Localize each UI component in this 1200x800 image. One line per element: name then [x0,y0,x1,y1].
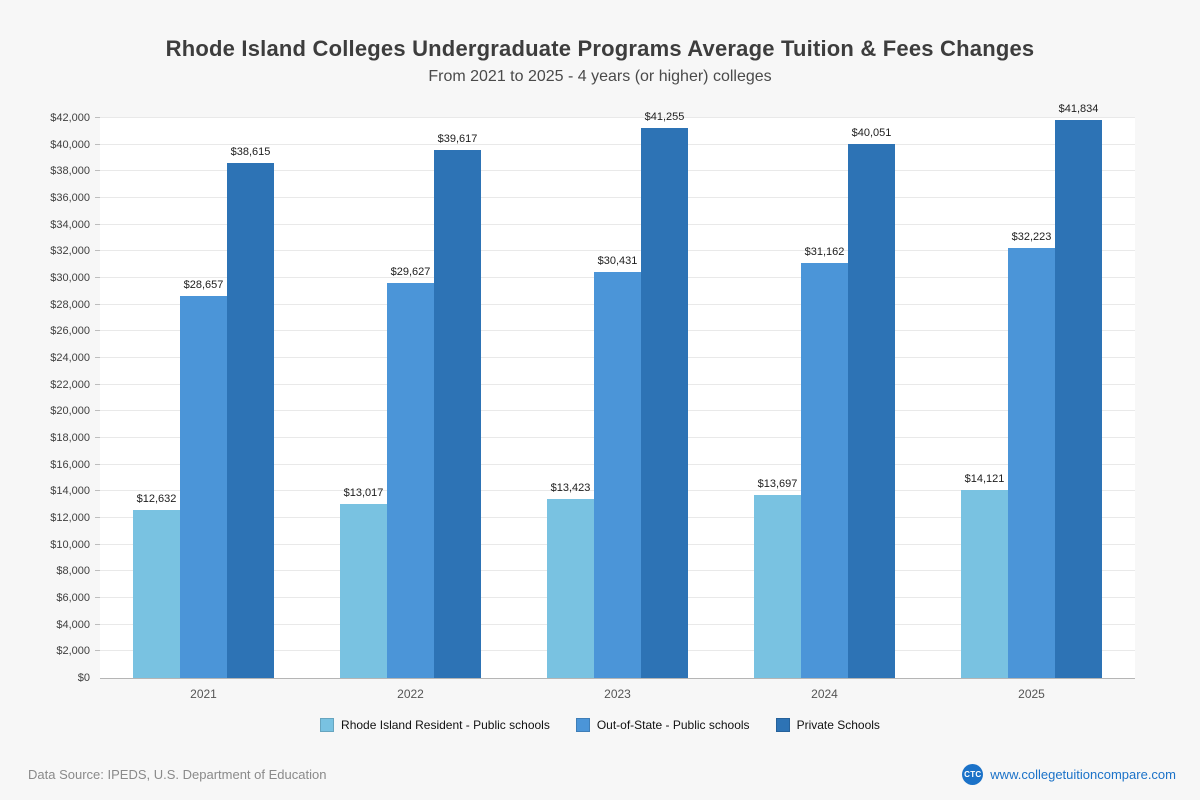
website-link[interactable]: CTC www.collegetuitioncompare.com [962,764,1176,785]
bar: $14,121 [961,473,1008,678]
bar: $31,162 [801,246,848,678]
bar-value-label: $13,697 [757,478,798,491]
bar-value-label: $28,657 [183,278,224,291]
y-tick-label: $28,000 [50,298,90,311]
y-tick-label: $38,000 [50,165,90,178]
y-tick-label: $16,000 [50,458,90,471]
bar-value-label: $41,834 [1058,103,1099,116]
legend-swatch-icon [575,718,590,732]
y-tick-label: $20,000 [50,405,90,418]
bar: $29,627 [387,266,434,678]
x-axis-label: 2023 [604,687,631,701]
gridline [95,117,1135,118]
bar: $28,657 [180,279,227,678]
bar: $12,632 [133,493,180,678]
legend-item: Private Schools [775,718,880,732]
y-tick-label: $8,000 [56,565,90,578]
bar-value-label: $39,617 [437,132,478,145]
gridline [95,170,1135,172]
bar: $40,051 [848,127,895,678]
bar: $41,834 [1055,103,1102,678]
bar-group-2024: $13,697 $31,162 $40,051 [721,118,928,678]
bar-value-label: $29,627 [390,265,431,278]
bar: $32,223 [1008,231,1055,678]
bar: $41,255 [641,111,688,678]
legend-label: Out-of-State - Public schools [596,718,750,732]
x-axis-label: 2024 [811,687,838,701]
legend-label: Rhode Island Resident - Public schools [341,718,550,732]
y-tick-label: $22,000 [50,378,90,391]
gridline [95,197,1135,198]
x-axis-labels: 2021 2022 2023 2024 2025 [100,687,1135,701]
x-axis-label: 2025 [1018,687,1045,701]
y-tick-label: $4,000 [56,618,90,631]
bar-value-label: $14,121 [964,472,1005,485]
legend-item: Rhode Island Resident - Public schools [320,718,550,732]
y-tick-label: $36,000 [50,192,90,204]
bar: $13,423 [547,482,594,678]
bar-value-label: $38,615 [230,146,271,159]
x-axis-label: 2022 [397,687,424,701]
chart-plot-area: $0 $2,000 $4,000 $6,000 $8,000 $10,000 $12,000… [50,103,1135,684]
y-tick-label: $30,000 [50,272,90,284]
bar: $38,615 [227,146,274,678]
bar-value-label: $13,017 [343,487,384,500]
x-axis-label: 2021 [190,687,217,701]
y-tick-label: $10,000 [50,538,90,551]
y-tick-label: $0 [77,672,90,684]
y-tick-label: $40,000 [50,138,90,151]
chart-header: Rhode Island Colleges Undergraduate Prog… [0,36,1200,86]
bar-value-label: $40,051 [851,127,892,139]
bar: $13,017 [340,487,387,678]
website-url: www.collegetuitioncompare.com [990,767,1176,782]
gridline [95,223,1135,225]
y-tick-label: $42,000 [50,112,90,124]
bar-value-label: $41,255 [644,110,685,123]
gridline [95,250,1135,252]
page-title: Rhode Island Colleges Undergraduate Prog… [165,36,1035,61]
bar-group-2021: $12,632 $28,657 $38,615 [100,118,307,678]
legend-swatch-icon [320,718,335,732]
page-subtitle: From 2021 to 2025 - 4 years (or higher) … [428,68,772,85]
bar-value-label: $13,423 [550,482,591,495]
bar: $39,617 [434,133,481,678]
bar: $13,697 [754,478,801,678]
y-tick-label: $14,000 [50,485,90,498]
y-tick-label: $32,000 [50,245,90,258]
legend-swatch-icon [775,718,790,732]
y-tick-label: $12,000 [50,512,90,524]
gridline [95,143,1135,145]
bar-group-2022: $13,017 $29,627 $39,617 [307,118,514,678]
bar-groups: $12,632 $28,657 $38,615 $13,017 $29,627 $39,6… [100,103,1135,678]
y-tick-label: $6,000 [56,592,90,604]
y-tick-label: $2,000 [56,645,90,658]
bar-value-label: $31,162 [804,245,845,258]
data-source-text: Data Source: IPEDS, U.S. Department of E… [28,767,327,782]
bar-value-label: $30,431 [597,255,638,268]
chart-legend: Rhode Island Resident - Public schools Ou… [0,718,1200,732]
bar-group-2025: $14,121 $32,223 $41,834 [928,103,1135,678]
legend-item: Out-of-State - Public schools [575,718,750,732]
y-tick-label: $34,000 [50,218,90,231]
y-tick-label: $24,000 [50,352,90,364]
bar-value-label: $32,223 [1011,231,1052,244]
y-tick-label: $18,000 [50,432,90,444]
ctc-logo-icon: CTC [962,764,984,785]
y-tick-label: $26,000 [50,325,90,338]
bar-group-2023: $13,423 $30,431 $41,255 [514,111,721,678]
legend-label: Private Schools [796,718,880,732]
bar-value-label: $12,632 [136,492,177,505]
bar: $30,431 [594,255,641,678]
